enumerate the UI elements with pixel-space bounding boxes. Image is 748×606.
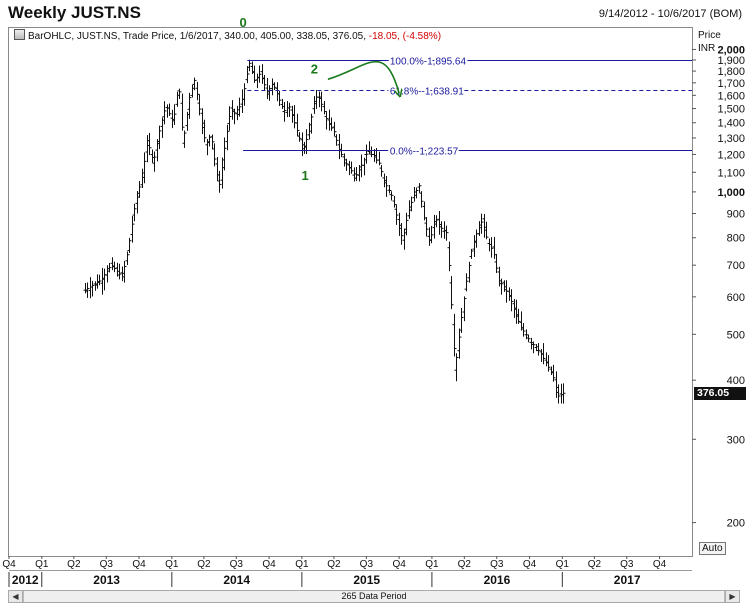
legend-change: -18.05, (-4.58%) bbox=[368, 31, 442, 42]
last-price-badge: 376.05 bbox=[694, 386, 746, 400]
price-tick-label: 300 bbox=[727, 434, 745, 446]
price-tick-label: 200 bbox=[727, 518, 745, 530]
quarter-label: Q3 bbox=[230, 559, 244, 570]
quarter-label: Q3 bbox=[100, 559, 114, 570]
bar-chart-icon bbox=[14, 29, 25, 40]
quarter-label: Q4 bbox=[392, 559, 406, 570]
price-tick-label: 1,900 bbox=[717, 55, 745, 67]
quarter-label: Q4 bbox=[523, 559, 537, 570]
price-tick-label: 1,600 bbox=[717, 90, 745, 102]
year-label: 2017 bbox=[614, 573, 641, 587]
quarter-label: Q1 bbox=[425, 559, 439, 570]
year-label: 2013 bbox=[93, 573, 120, 587]
year-label: 2015 bbox=[353, 573, 380, 587]
quarter-label: Q2 bbox=[327, 559, 341, 570]
price-tick-label: 1,700 bbox=[717, 78, 745, 90]
quarter-label: Q1 bbox=[165, 559, 179, 570]
price-tick-label: 1,000 bbox=[717, 187, 745, 199]
scroll-left-button[interactable]: ◀ bbox=[9, 591, 23, 602]
price-tick-label: 1,800 bbox=[717, 66, 745, 78]
year-label: 2014 bbox=[223, 573, 250, 587]
scrollbar-thumb[interactable]: 265 Data Period bbox=[23, 591, 725, 602]
scroll-right-button[interactable]: ▶ bbox=[725, 591, 739, 602]
price-label: Price bbox=[698, 30, 721, 41]
currency-label: INR bbox=[698, 43, 716, 54]
quarter-label: Q4 bbox=[262, 559, 276, 570]
quarter-label: Q3 bbox=[490, 559, 504, 570]
price-tick-label: 1,100 bbox=[717, 167, 745, 179]
quarter-label: Q2 bbox=[458, 559, 472, 570]
quarter-label: Q2 bbox=[67, 559, 81, 570]
title-bar: Weekly JUST.NS 9/14/2012 - 10/6/2017 (BO… bbox=[0, 0, 748, 27]
time-scrollbar[interactable]: ◀ 265 Data Period ▶ bbox=[8, 590, 740, 603]
chart-area[interactable] bbox=[8, 27, 693, 557]
year-label: 2016 bbox=[484, 573, 511, 587]
price-tick-label: 800 bbox=[727, 233, 745, 245]
price-tick-label: 2,000 bbox=[717, 44, 745, 56]
price-tick-label: 700 bbox=[727, 260, 745, 272]
data-period-label: 265 Data Period bbox=[341, 591, 407, 601]
quarter-label: Q1 bbox=[295, 559, 309, 570]
quarter-label: Q1 bbox=[35, 559, 49, 570]
price-tick-label: 600 bbox=[727, 292, 745, 304]
auto-scale-button[interactable]: Auto bbox=[699, 542, 726, 555]
chart-title: Weekly JUST.NS bbox=[8, 3, 141, 22]
price-tick-label: 1,300 bbox=[717, 133, 745, 145]
price-tick-label: 500 bbox=[727, 329, 745, 341]
price-tick-label: 1,200 bbox=[717, 149, 745, 161]
price-axis-header: Price INR bbox=[698, 29, 721, 55]
quarter-label: Q3 bbox=[360, 559, 374, 570]
price-tick-label: 900 bbox=[727, 209, 745, 221]
quarter-label: Q4 bbox=[2, 559, 16, 570]
quarter-label: Q2 bbox=[197, 559, 211, 570]
time-axis: Q4 Q1 Q2 Q3 Q4 Q1 Q2 Q3 Q4 Q1 Q2 Q3 Q4 Q1 Q2 Q3 Q4 Q1 Q2 Q3… bbox=[2, 556, 692, 587]
price-tick-label: 1,500 bbox=[717, 104, 745, 116]
quarter-label: Q4 bbox=[653, 559, 667, 570]
quarter-label: Q4 bbox=[132, 559, 146, 570]
legend: BarOHLC, JUST.NS, Trade Price, 1/6/2017,… bbox=[14, 29, 441, 42]
quarter-label: Q3 bbox=[620, 559, 634, 570]
year-label: 2012 bbox=[12, 573, 39, 587]
date-range: 9/14/2012 - 10/6/2017 (BOM) bbox=[598, 8, 742, 20]
quarter-label: Q2 bbox=[588, 559, 602, 570]
quarter-label: Q1 bbox=[556, 559, 570, 570]
legend-info: BarOHLC, JUST.NS, Trade Price, 1/6/2017,… bbox=[28, 31, 366, 42]
price-tick-label: 400 bbox=[727, 375, 745, 387]
price-tick-label: 1,400 bbox=[717, 118, 745, 130]
